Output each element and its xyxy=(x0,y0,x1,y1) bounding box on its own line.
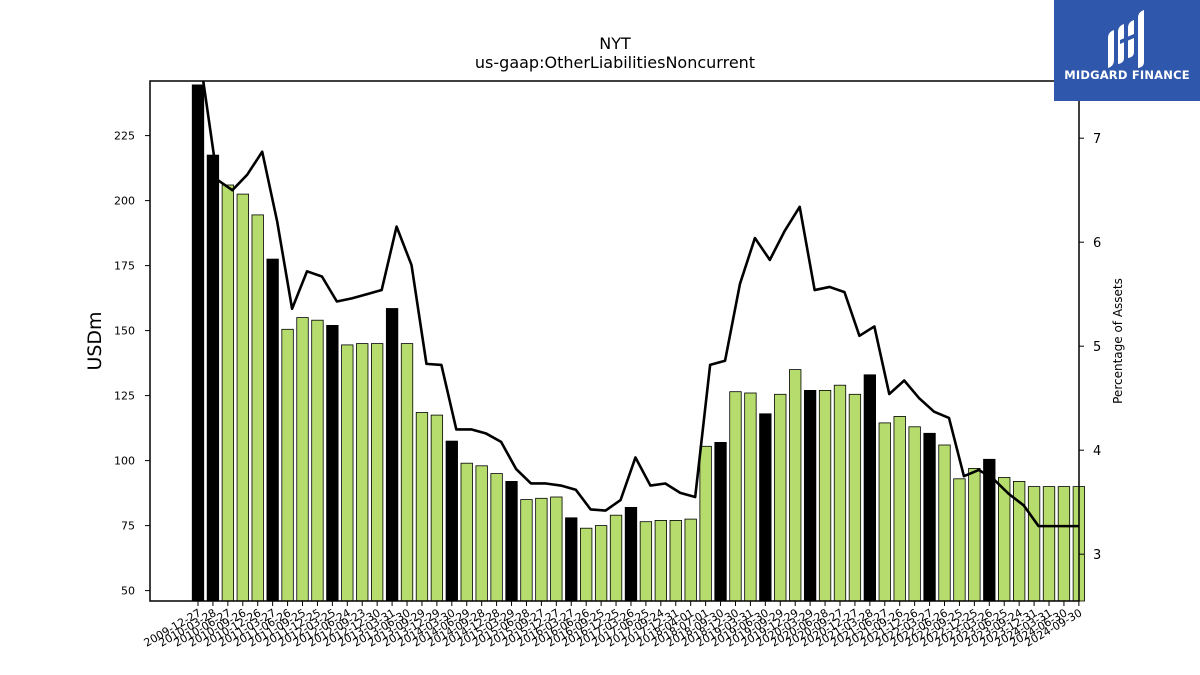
y2-tick-label: 4 xyxy=(1093,444,1101,459)
bar-2015-06-28 xyxy=(520,499,533,602)
bar-2018-09-30 xyxy=(714,441,727,602)
bar-2010-12-26 xyxy=(251,214,264,602)
y-tick-label: 100 xyxy=(114,455,135,468)
y2-tick-label: 6 xyxy=(1093,236,1101,251)
bar-2016-12-25 xyxy=(609,514,623,602)
percentage-line-series xyxy=(201,81,1079,528)
bar-2019-03-31 xyxy=(744,392,757,602)
y2-tick-label: 7 xyxy=(1093,132,1101,147)
bar-2010-09-26 xyxy=(236,193,249,602)
y2-axis-label: Percentage of Assets xyxy=(1111,278,1125,404)
bar-2014-12-28 xyxy=(490,473,503,602)
bar-2012-12-30 xyxy=(371,343,384,602)
y-tick-label: 125 xyxy=(114,390,135,403)
bar-2017-03-26 xyxy=(624,506,638,602)
bar-2013-06-30 xyxy=(400,343,414,602)
bar-2017-12-31 xyxy=(669,520,682,602)
bar-2019-12-29 xyxy=(789,369,802,602)
y-axis-label: USDm xyxy=(84,311,106,370)
bar-2016-09-25 xyxy=(594,525,608,602)
bar-2021-03-28 xyxy=(863,374,876,602)
bar-2022-12-25 xyxy=(968,467,981,602)
x-axis: 2009-12-272010-03-282010-06-272010-09-26… xyxy=(142,601,1084,650)
bar-2015-03-29 xyxy=(505,480,518,602)
bar-2012-06-24 xyxy=(341,344,354,602)
percentage-of-assets-line xyxy=(201,81,1079,528)
bar-2017-06-25 xyxy=(639,521,653,602)
bar-2012-09-23 xyxy=(356,343,369,602)
bar-2020-09-27 xyxy=(833,384,847,602)
brand-logo-text: MIDGARD FINANCE xyxy=(1064,68,1190,82)
bar-2010-06-27 xyxy=(221,184,235,602)
bar-2015-09-27 xyxy=(535,497,548,602)
chart-title: NYT xyxy=(599,34,631,53)
bar-2023-12-31 xyxy=(1027,486,1041,602)
bar-2021-06-27 xyxy=(878,422,891,602)
bar-2013-03-31 xyxy=(385,308,399,602)
bar-2014-09-28 xyxy=(475,465,488,602)
midgard-logo-icon xyxy=(1108,10,1144,68)
y-tick-label: 150 xyxy=(114,325,135,338)
y-tick-label: 50 xyxy=(121,585,135,598)
bar-2022-03-27 xyxy=(923,432,936,602)
bar-2022-06-26 xyxy=(938,444,951,602)
bar-2011-03-27 xyxy=(266,258,279,602)
bar-2016-03-27 xyxy=(565,517,578,602)
bar-2011-09-25 xyxy=(296,317,309,602)
bar-series xyxy=(191,84,1086,602)
bar-2021-12-26 xyxy=(908,426,921,602)
bar-2015-12-27 xyxy=(550,496,563,602)
y-tick-label: 175 xyxy=(114,260,135,273)
bar-2023-06-25 xyxy=(998,477,1011,602)
bar-2024-03-31 xyxy=(1042,486,1056,602)
bar-2020-03-29 xyxy=(803,389,817,602)
plot-area-frame xyxy=(149,80,1080,602)
bar-2024-06-30 xyxy=(1057,486,1071,602)
bar-2021-09-26 xyxy=(893,415,906,602)
bar-2022-09-25 xyxy=(953,478,966,602)
bar-2010-03-28 xyxy=(206,154,220,602)
bar-2016-06-26 xyxy=(580,527,593,602)
bar-2014-03-30 xyxy=(445,440,458,602)
bar-2011-12-25 xyxy=(311,319,324,602)
bar-2013-09-29 xyxy=(415,412,429,602)
bar-2014-06-29 xyxy=(460,462,473,602)
bar-2018-04-01 xyxy=(684,518,697,602)
y-tick-label: 225 xyxy=(114,130,135,143)
bar-2013-12-29 xyxy=(430,414,444,602)
bar-2019-06-30 xyxy=(759,413,772,602)
bar-2011-06-26 xyxy=(281,328,294,602)
brand-logo: MIDGARD FINANCE xyxy=(1054,0,1200,101)
y-axis-right: 3 4 5 6 7 xyxy=(1079,132,1101,563)
y2-tick-label: 5 xyxy=(1093,340,1101,355)
bar-2020-12-27 xyxy=(848,393,862,602)
y-axis-left: 50 75 100 125 150 175 200 225 xyxy=(114,130,150,598)
bar-2020-06-28 xyxy=(818,389,832,602)
y-tick-label: 200 xyxy=(114,195,135,208)
y2-tick-label: 3 xyxy=(1093,548,1101,563)
chart-subtitle: us-gaap:OtherLiabilitiesNoncurrent xyxy=(475,53,755,72)
bar-2012-03-25 xyxy=(326,324,339,602)
y-tick-label: 75 xyxy=(121,520,135,533)
bar-2019-09-29 xyxy=(774,393,787,602)
bar-2009-12-27 xyxy=(191,84,205,602)
bar-2018-12-30 xyxy=(729,391,742,602)
bar-2018-07-01 xyxy=(699,445,712,602)
bar-2017-09-24 xyxy=(654,520,667,602)
